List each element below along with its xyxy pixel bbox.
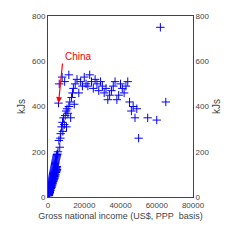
svg-text:600: 600	[32, 57, 46, 66]
svg-text:80000: 80000	[182, 201, 205, 210]
svg-text:Gross national income (US$, PP: Gross national income (US$, PPP basis)	[38, 211, 202, 221]
svg-text:40000: 40000	[109, 201, 132, 210]
svg-text:400: 400	[196, 102, 210, 111]
svg-text:China: China	[65, 51, 92, 62]
svg-text:0: 0	[46, 201, 51, 210]
svg-text:800: 800	[32, 12, 46, 21]
svg-text:200: 200	[32, 148, 46, 157]
svg-text:0: 0	[41, 193, 46, 202]
svg-text:200: 200	[196, 148, 210, 157]
svg-text:400: 400	[32, 102, 46, 111]
svg-text:20000: 20000	[73, 201, 96, 210]
svg-text:0: 0	[196, 193, 201, 202]
svg-text:600: 600	[196, 57, 210, 66]
svg-text:kJs: kJs	[211, 99, 222, 114]
svg-text:800: 800	[196, 12, 210, 21]
svg-text:60000: 60000	[146, 201, 169, 210]
svg-text:kJs: kJs	[16, 99, 27, 114]
